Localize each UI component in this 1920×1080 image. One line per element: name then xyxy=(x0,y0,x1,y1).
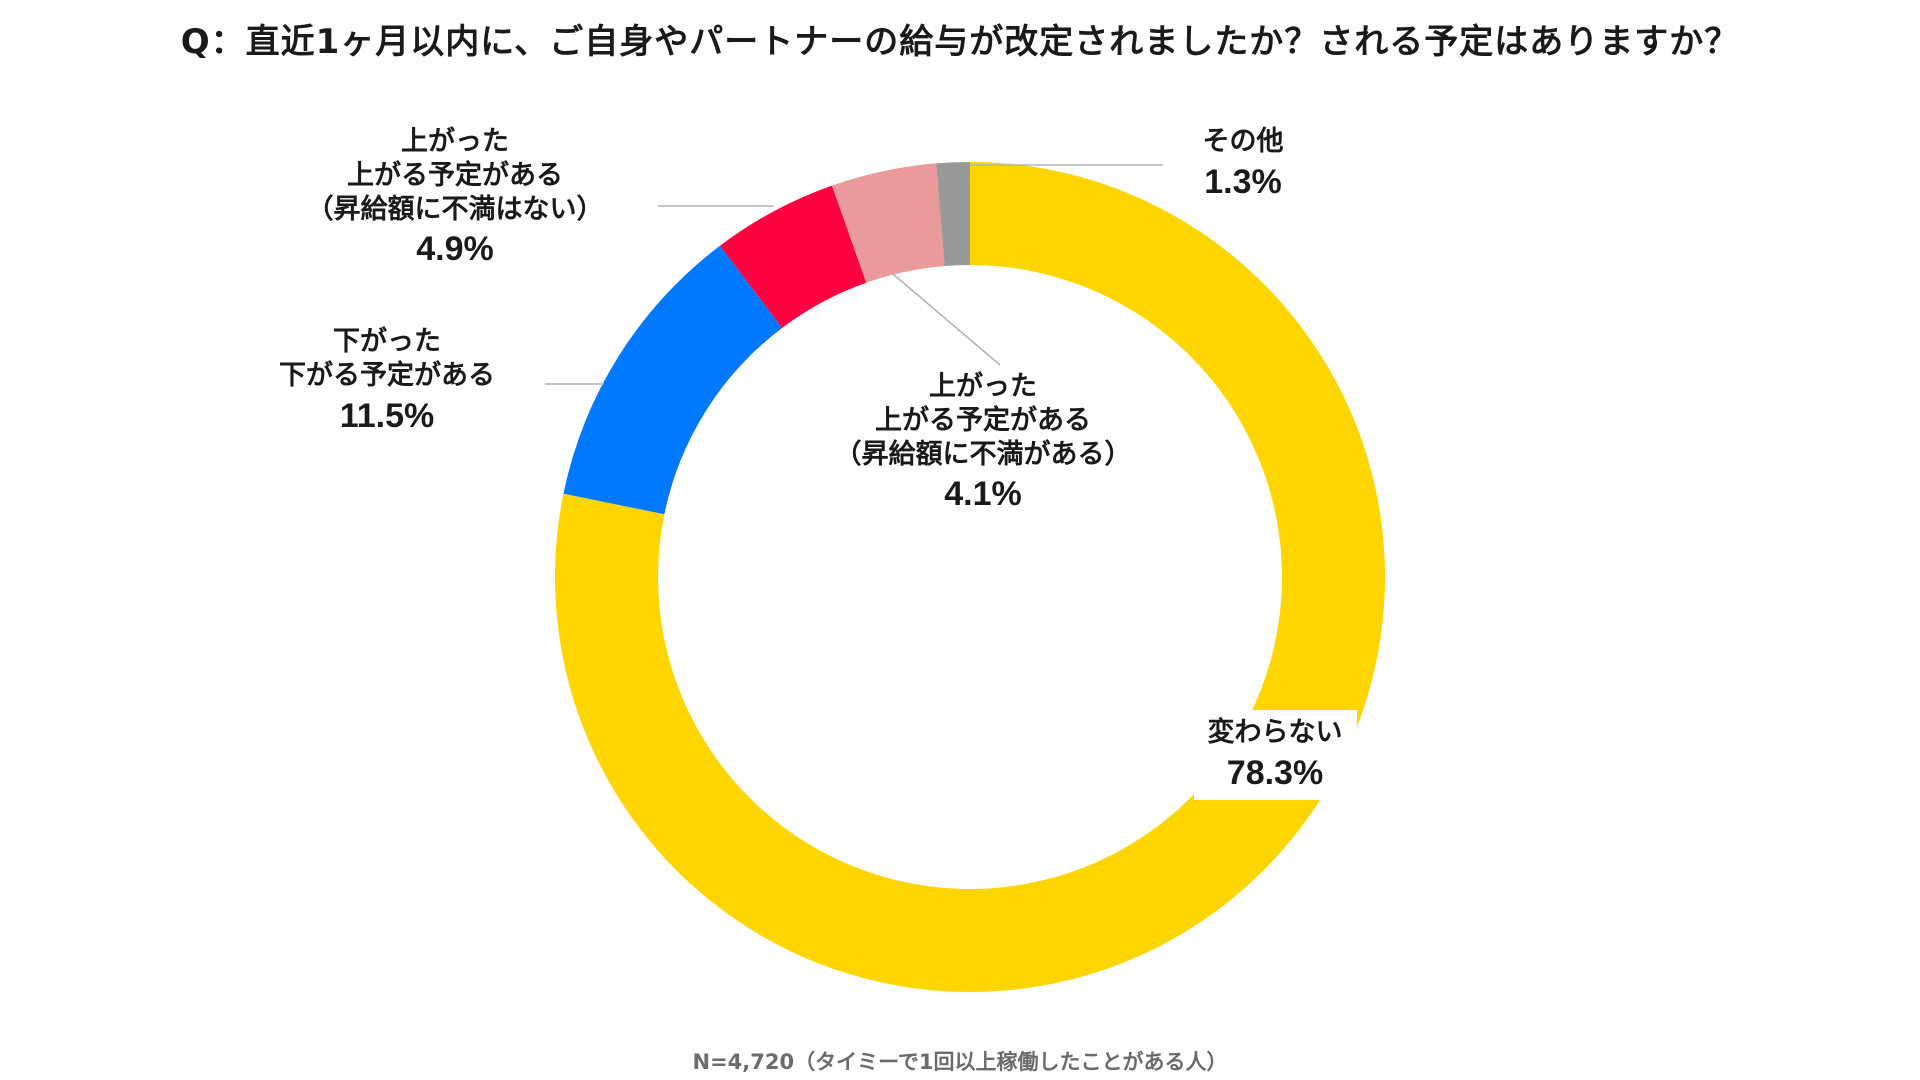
leader-line-3 xyxy=(892,273,1001,366)
slice-label-text: 下がる予定がある xyxy=(279,359,495,391)
label-decreased: 下がった 下がる予定がある 11.5% xyxy=(279,325,495,437)
slice-label-text: （昇給額に不満はない） xyxy=(306,193,604,225)
slice-label-text: 上がった xyxy=(929,371,1037,402)
slice-percent: 78.3% xyxy=(1226,753,1324,792)
label-other: その他 1.3% xyxy=(1203,125,1284,203)
slice-label-text: 上がる予定がある xyxy=(875,404,1091,436)
label-raised-dissatisfied: 上がった 上がる予定がある （昇給額に不満がある） 4.1% xyxy=(835,370,1132,516)
label-unchanged: 変わらない 78.3% xyxy=(1193,710,1357,801)
slice-label-text: 下がった xyxy=(333,326,441,357)
slice-decreased xyxy=(563,245,783,515)
slice-label-text: その他 xyxy=(1202,126,1284,157)
slice-label-text: 上がる予定がある xyxy=(347,159,563,191)
sample-size-footnote: N=4,720（タイミーで1回以上稼働したことがある人） xyxy=(692,1050,1228,1074)
slice-label-text: 変わらない xyxy=(1207,717,1343,748)
slice-percent: 4.1% xyxy=(944,475,1022,514)
slice-percent: 11.5% xyxy=(339,396,435,435)
label-raised-satisfied: 上がった 上がる予定がある （昇給額に不満はない） 4.9% xyxy=(307,125,604,271)
slice-other xyxy=(936,162,970,267)
slice-label-text: 上がった xyxy=(401,126,509,157)
chart-title: Q：直近1ヶ月以内に、ご自身やパートナーの給与が改定されましたか？される予定はあ… xyxy=(180,22,1740,62)
slice-raised-dissatisfied xyxy=(832,163,945,283)
slice-label-text: （昇給額に不満がある） xyxy=(834,438,1132,470)
slice-percent: 4.9% xyxy=(416,230,494,269)
slice-raised-satisfied xyxy=(719,185,867,328)
slice-percent: 1.3% xyxy=(1204,162,1282,201)
